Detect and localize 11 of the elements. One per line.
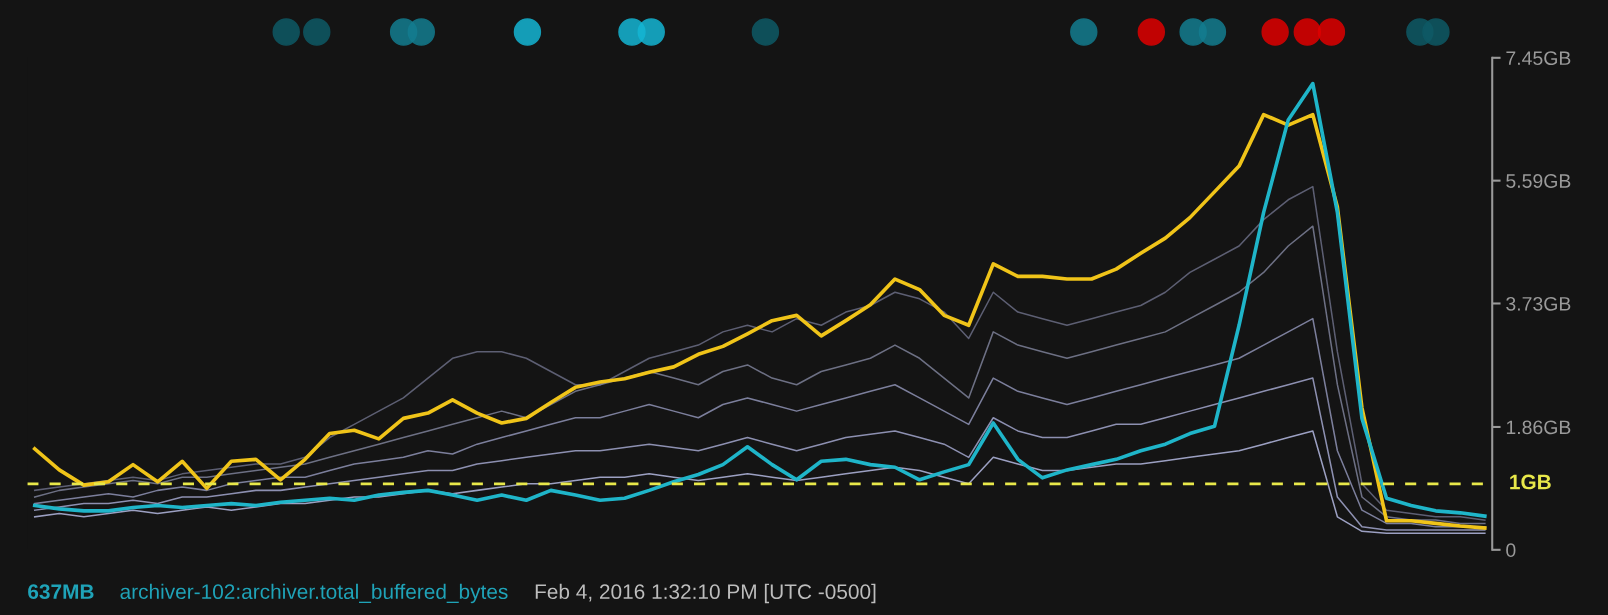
text: Feb 4, 2016 1:32:10 PM [UTC -0500] (535, 583, 876, 604)
y-tick-label: 5.59GB (1506, 174, 1571, 188)
text: 637MB (28, 584, 94, 600)
line-series (33, 377, 1486, 531)
y-tick-label: 1.86GB (1506, 420, 1571, 435)
y-tick-label: 0 (1506, 543, 1516, 558)
line-series (33, 430, 1486, 535)
y-tick-label: 3.73GB (1506, 296, 1571, 311)
ref-line-label: 1GB (1510, 474, 1551, 490)
text: archiver-102:archiver.total_buffered_bytes (120, 583, 508, 604)
y-tick-label: 7.45GB (1506, 51, 1571, 66)
